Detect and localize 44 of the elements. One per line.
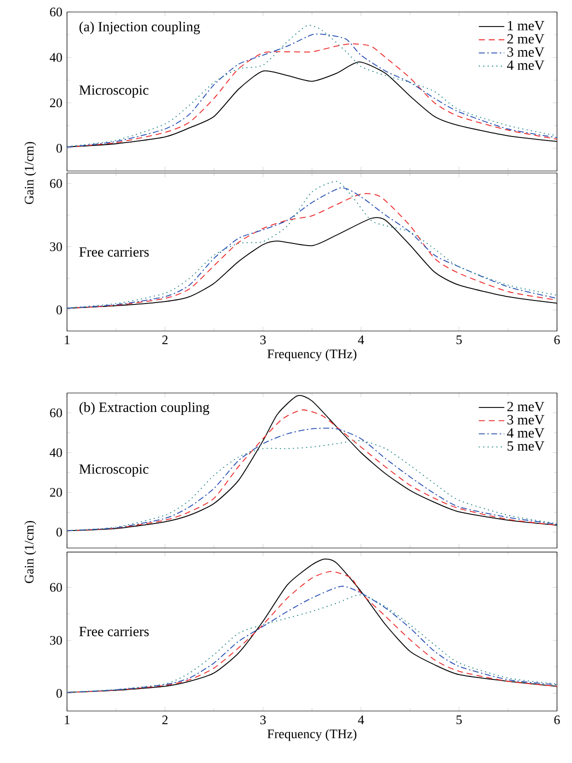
x-tick-label: 3 [260, 336, 266, 344]
y-tick-label: 30 [50, 242, 62, 252]
x-tick-label: 2 [162, 336, 168, 344]
y-tick-label: 40 [50, 448, 62, 458]
y-tick-label: 0 [56, 144, 62, 153]
x-tick-label: 6 [554, 716, 560, 724]
y-tick-label: 30 [50, 636, 62, 645]
x-tick-label: 1 [64, 716, 70, 724]
y-tick-label: 40 [50, 53, 62, 62]
x-tick-label: 6 [554, 336, 560, 344]
legend-label: 4 meV [507, 428, 544, 438]
y-tick-label: 20 [50, 98, 62, 108]
x-tick-label: 4 [358, 336, 364, 344]
legend-label: 1 meV [508, 20, 544, 30]
y-tick-label: 0 [56, 306, 62, 314]
y-axis-title: Gain (1/cm) [24, 520, 36, 584]
annotation: Free carriers [79, 626, 149, 636]
annotation: Microscopic [79, 464, 148, 477]
x-tick-label: 4 [358, 716, 364, 724]
y-tick-label: 60 [50, 179, 62, 188]
annotation: Free carriers [79, 247, 149, 257]
x-tick-label: 5 [456, 336, 462, 344]
legend-label: 4 meV [507, 60, 544, 70]
y-tick-label: 20 [50, 488, 62, 497]
y-tick-label: 0 [56, 528, 62, 536]
y-tick-label: 0 [56, 688, 62, 698]
x-axis-title: Frequency (THz) [267, 349, 356, 361]
legend-label: 3 meV [507, 47, 544, 57]
y-tick-label: 60 [50, 8, 62, 16]
legend-label: 5 meV [508, 441, 544, 451]
y-axis-title: Gain (1/cm) [24, 142, 36, 204]
x-axis-title: Frequency (THz) [267, 729, 356, 741]
x-tick-label: 2 [162, 716, 168, 724]
y-tick-label: 60 [50, 408, 62, 418]
annotation: (a) Injection coupling [79, 22, 200, 34]
legend-label: 3 meV [507, 415, 544, 425]
annotation: Microscopic [79, 85, 148, 98]
x-tick-label: 1 [64, 336, 70, 344]
legend-label: 2 meV [507, 34, 544, 44]
y-tick-label: 60 [50, 582, 62, 592]
annotation: (b) Extraction coupling [79, 402, 210, 415]
x-tick-label: 3 [260, 716, 266, 724]
x-tick-label: 5 [456, 716, 462, 724]
legend-label: 2 meV [507, 402, 544, 412]
